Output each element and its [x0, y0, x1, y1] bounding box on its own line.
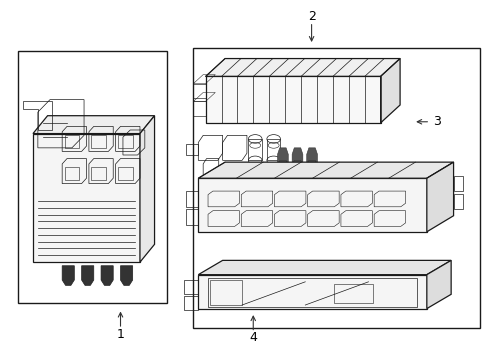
Polygon shape — [426, 260, 450, 309]
Polygon shape — [380, 59, 399, 123]
Polygon shape — [198, 275, 426, 309]
Bar — [91, 167, 106, 180]
Bar — [248, 139, 262, 160]
Bar — [193, 48, 479, 328]
Bar — [118, 135, 132, 148]
Bar — [118, 167, 132, 180]
Polygon shape — [62, 266, 74, 285]
Polygon shape — [33, 116, 154, 134]
Bar — [64, 135, 79, 148]
Polygon shape — [101, 266, 113, 285]
Bar — [64, 167, 79, 180]
Polygon shape — [33, 134, 140, 262]
Bar — [334, 284, 372, 303]
Polygon shape — [198, 162, 453, 178]
Bar — [207, 278, 416, 307]
Polygon shape — [81, 266, 94, 285]
Bar — [186, 144, 198, 155]
Polygon shape — [205, 59, 399, 76]
Polygon shape — [198, 178, 426, 232]
Polygon shape — [120, 266, 132, 285]
Polygon shape — [205, 76, 380, 123]
Polygon shape — [291, 148, 302, 164]
Polygon shape — [291, 160, 302, 176]
Text: 3: 3 — [432, 115, 440, 128]
Bar — [210, 280, 242, 305]
Polygon shape — [140, 116, 154, 262]
Polygon shape — [277, 160, 287, 176]
Bar — [91, 135, 106, 148]
Bar — [19, 51, 166, 303]
Polygon shape — [277, 148, 287, 164]
Bar — [266, 139, 280, 160]
Polygon shape — [306, 160, 317, 176]
Polygon shape — [426, 162, 453, 232]
Text: 1: 1 — [116, 328, 124, 341]
Text: 4: 4 — [249, 332, 257, 345]
Text: 2: 2 — [307, 10, 315, 23]
Polygon shape — [306, 148, 317, 164]
Polygon shape — [198, 260, 450, 275]
